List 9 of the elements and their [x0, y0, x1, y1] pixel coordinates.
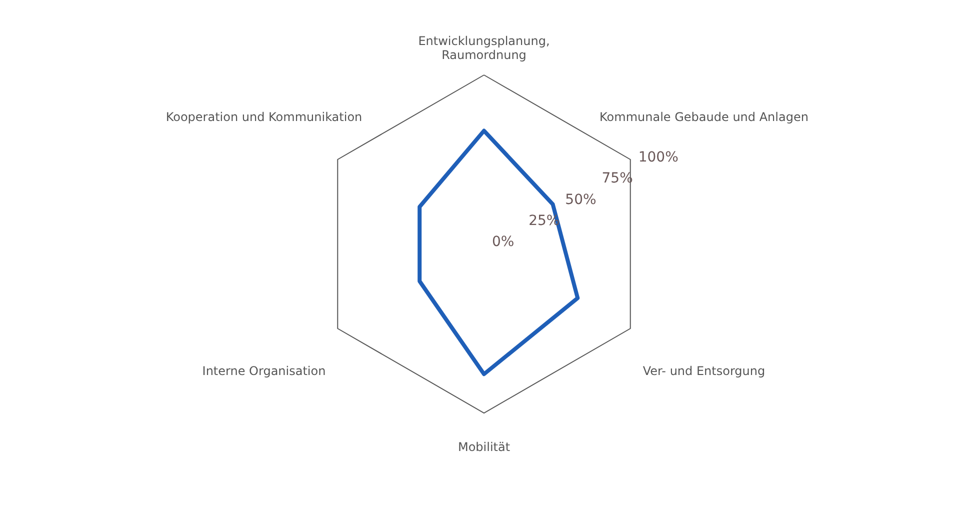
y-tick-label: 100% [638, 150, 678, 166]
spoke-label: Ver- und Entsorgung [642, 364, 766, 378]
spoke-label: Interne Organisation [202, 364, 326, 378]
spoke-label: Mobilität [458, 440, 510, 454]
spoke-label: Entwicklungsplanung, Raumordnung [418, 34, 550, 62]
spoke-label: Kommunale Gebaude und Anlagen [600, 110, 808, 124]
y-tick-label: 0% [492, 234, 514, 250]
spoke-label: Kooperation und Kommunikation [166, 110, 362, 124]
y-tick-label: 50% [565, 192, 596, 208]
